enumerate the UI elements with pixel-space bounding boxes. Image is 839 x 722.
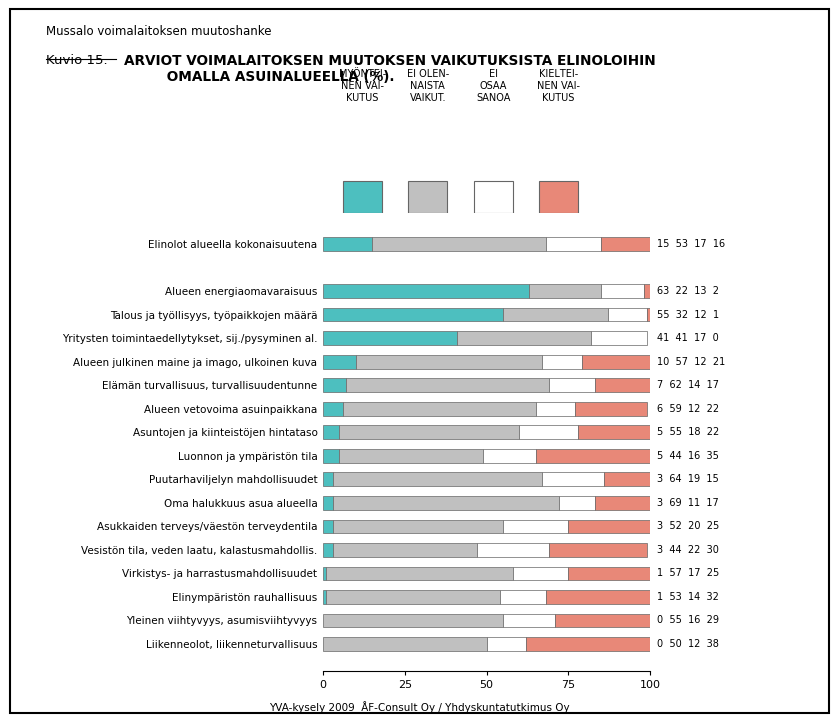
Bar xyxy=(601,238,654,251)
Text: 63  22  13  2: 63 22 13 2 xyxy=(657,286,719,296)
Bar xyxy=(333,543,477,557)
Text: 5  55  18  22: 5 55 18 22 xyxy=(657,427,719,438)
Bar xyxy=(549,543,647,557)
Text: Mussalo voimalaitoksen muutoshanke: Mussalo voimalaitoksen muutoshanke xyxy=(46,25,272,38)
Bar xyxy=(473,181,513,213)
Text: 6  59  12  22: 6 59 12 22 xyxy=(657,404,719,414)
Bar xyxy=(604,472,654,486)
Bar xyxy=(323,496,333,510)
Bar xyxy=(346,378,549,392)
Bar xyxy=(323,425,339,439)
Text: MYÖNTEI-
NEN VAI-
KUTUS: MYÖNTEI- NEN VAI- KUTUS xyxy=(339,69,386,103)
Text: YVA-kysely 2009  ÅF-Consult Oy / Yhdyskuntatutkimus Oy: YVA-kysely 2009 ÅF-Consult Oy / Yhdyskun… xyxy=(269,701,570,713)
Bar xyxy=(542,355,581,368)
Bar xyxy=(644,284,650,298)
Text: EI
OSAA
SANOA: EI OSAA SANOA xyxy=(476,69,510,103)
Bar xyxy=(578,425,650,439)
Bar xyxy=(529,284,602,298)
Bar xyxy=(323,567,326,580)
Text: 3  44  22  30: 3 44 22 30 xyxy=(657,545,719,555)
Bar xyxy=(581,355,650,368)
Bar xyxy=(503,520,569,533)
Bar xyxy=(323,284,529,298)
Bar xyxy=(323,590,326,604)
Bar xyxy=(333,520,503,533)
Bar xyxy=(323,472,333,486)
Bar xyxy=(559,496,595,510)
Bar xyxy=(503,614,555,627)
Bar xyxy=(545,590,650,604)
Bar xyxy=(500,590,545,604)
Text: 3  69  11  17: 3 69 11 17 xyxy=(657,498,718,508)
Bar xyxy=(333,496,559,510)
Text: 0  55  16  29: 0 55 16 29 xyxy=(657,615,719,625)
Bar xyxy=(535,449,650,463)
Text: 55  32  12  1: 55 32 12 1 xyxy=(657,310,719,320)
Text: 1  53  14  32: 1 53 14 32 xyxy=(657,592,719,602)
Bar xyxy=(408,181,447,213)
Bar xyxy=(526,637,650,651)
Bar xyxy=(323,637,487,651)
Bar xyxy=(542,472,604,486)
Bar xyxy=(457,331,591,345)
Bar xyxy=(575,402,647,416)
Bar xyxy=(356,355,542,368)
Text: 1  57  17  25: 1 57 17 25 xyxy=(657,568,719,578)
Bar xyxy=(607,308,647,321)
Bar xyxy=(339,425,519,439)
Bar xyxy=(539,181,578,213)
Text: 7  62  14  17: 7 62 14 17 xyxy=(657,380,719,390)
Bar xyxy=(326,567,513,580)
Text: 3  52  20  25: 3 52 20 25 xyxy=(657,521,719,531)
Bar xyxy=(535,402,575,416)
Bar xyxy=(503,308,607,321)
Bar xyxy=(323,449,339,463)
Text: 0  50  12  38: 0 50 12 38 xyxy=(657,639,719,649)
Bar xyxy=(569,567,650,580)
Text: 10  57  12  21: 10 57 12 21 xyxy=(657,357,725,367)
Bar xyxy=(323,543,333,557)
Bar xyxy=(323,308,503,321)
Bar xyxy=(323,238,372,251)
Bar xyxy=(549,378,595,392)
Text: Kuvio 15.: Kuvio 15. xyxy=(46,54,107,67)
Text: KIELТEI-
NEN VAI-
KUTUS: KIELТEI- NEN VAI- KUTUS xyxy=(537,69,580,103)
Bar xyxy=(601,284,644,298)
Bar xyxy=(519,425,578,439)
Text: ARVIOT VOIMALAITOKSEN MUUTOKSEN VAIKUTUKSISTA ELINOLOIHIN
         OMALLA ASUINA: ARVIOT VOIMALAITOKSEN MUUTOKSEN VAIKUTUK… xyxy=(124,54,656,84)
Bar xyxy=(323,355,356,368)
Bar xyxy=(323,520,333,533)
Bar xyxy=(323,614,503,627)
Bar xyxy=(555,614,650,627)
Bar xyxy=(487,637,526,651)
Bar xyxy=(323,402,342,416)
Bar xyxy=(342,402,535,416)
Bar xyxy=(591,331,647,345)
Bar xyxy=(569,520,650,533)
Bar xyxy=(595,496,650,510)
Bar xyxy=(595,378,650,392)
Text: EI OLEN-
NAISTA
VAIKUT.: EI OLEN- NAISTA VAIKUT. xyxy=(407,69,449,103)
Bar xyxy=(333,472,542,486)
Text: 15  53  17  16: 15 53 17 16 xyxy=(657,239,725,249)
Bar xyxy=(326,590,500,604)
Bar xyxy=(323,378,346,392)
Bar xyxy=(323,331,457,345)
Bar xyxy=(483,449,535,463)
Bar xyxy=(342,181,382,213)
Bar xyxy=(477,543,549,557)
Bar xyxy=(647,308,650,321)
Bar xyxy=(372,238,545,251)
Bar xyxy=(513,567,569,580)
Bar xyxy=(545,238,602,251)
Text: 5  44  16  35: 5 44 16 35 xyxy=(657,451,719,461)
Bar xyxy=(339,449,483,463)
Text: 41  41  17  0: 41 41 17 0 xyxy=(657,333,718,343)
Text: 3  64  19  15: 3 64 19 15 xyxy=(657,474,718,484)
